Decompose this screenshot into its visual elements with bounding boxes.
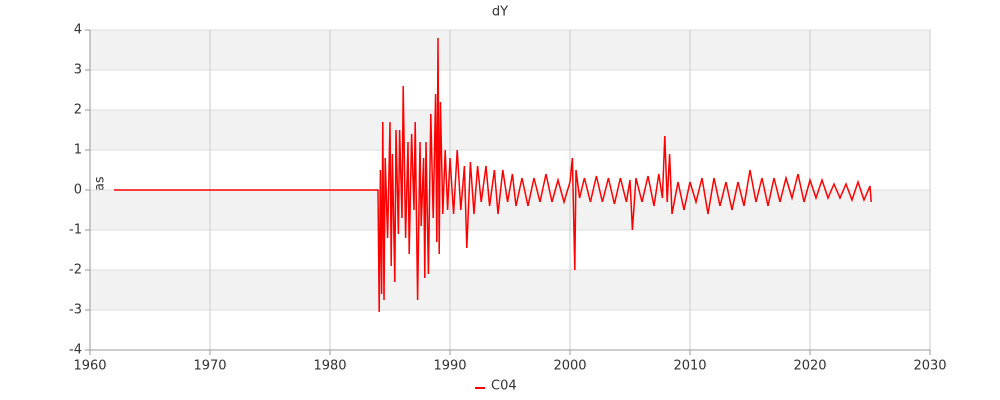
grid-band bbox=[90, 270, 930, 310]
x-tick-label: 1980 bbox=[313, 359, 346, 374]
y-tick-label: 4 bbox=[74, 23, 82, 38]
x-tick-label: 2000 bbox=[553, 359, 586, 374]
y-tick-label: 0 bbox=[74, 183, 82, 198]
y-tick-label: 2 bbox=[74, 103, 82, 118]
x-tick-label: 2030 bbox=[913, 359, 946, 374]
legend-label: C04 bbox=[491, 379, 517, 394]
x-tick-label: 1990 bbox=[433, 359, 466, 374]
x-tick-label: 1970 bbox=[193, 359, 226, 374]
y-tick-label: -4 bbox=[69, 343, 82, 358]
grid-band bbox=[90, 30, 930, 70]
x-tick-label: 1960 bbox=[73, 359, 106, 374]
y-tick-label: -3 bbox=[69, 303, 82, 318]
y-tick-label: -2 bbox=[69, 263, 82, 278]
chart-title: dY bbox=[492, 5, 508, 20]
y-tick-label: 1 bbox=[74, 143, 82, 158]
y-tick-label: 3 bbox=[74, 63, 82, 78]
grid-band bbox=[90, 190, 930, 230]
grid-band bbox=[90, 110, 930, 150]
y-tick-label: -1 bbox=[69, 223, 82, 238]
data-line bbox=[114, 37, 872, 313]
x-tick-label: 2020 bbox=[793, 359, 826, 374]
x-tick-label: 2010 bbox=[673, 359, 706, 374]
